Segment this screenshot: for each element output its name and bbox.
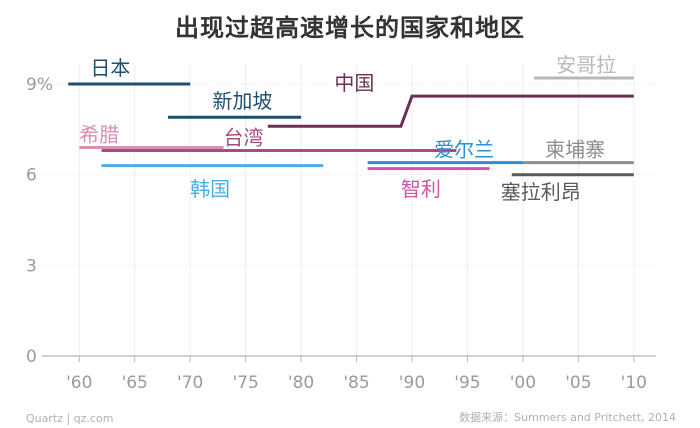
x-tick-label-7: '95 xyxy=(454,373,480,393)
series-label-2: 中国 xyxy=(334,71,374,95)
series-label-0: 日本 xyxy=(90,56,130,80)
series-label-5: 韩国 xyxy=(190,177,230,201)
grid xyxy=(42,64,656,356)
x-tick-label-3: '75 xyxy=(232,373,258,393)
series-line-2 xyxy=(267,94,634,128)
axes: '60 '65 '70 '75 '80 '85 '90 '95 '00 '05 '10 0 3 6 9% xyxy=(26,75,656,393)
series-label-4: 台湾 xyxy=(223,125,263,149)
x-tick-label-9: '05 xyxy=(565,373,591,393)
series-label-9: 柬埔寨 xyxy=(545,138,605,162)
x-tick-label-5: '85 xyxy=(343,373,369,393)
y-tick-label-2: 6 xyxy=(26,166,37,186)
series-label-10: 塞拉利昂 xyxy=(501,180,581,204)
x-tick-label-4: '80 xyxy=(288,373,314,393)
y-tick-label-0: 0 xyxy=(26,347,37,367)
series-label-6: 爱尔兰 xyxy=(434,138,494,162)
series-group xyxy=(68,76,634,177)
series-label-7: 智利 xyxy=(401,177,441,201)
source-text: 数据来源：Summers and Pritchett, 2014 xyxy=(459,411,676,424)
x-tick-label-0: '60 xyxy=(66,373,92,393)
x-tick-label-6: '90 xyxy=(399,373,425,393)
y-tick-label-1: 3 xyxy=(26,256,37,276)
x-tick-label-10: '10 xyxy=(621,373,647,393)
series-label-8: 安哥拉 xyxy=(556,53,616,77)
x-tick-label-1: '65 xyxy=(122,373,148,393)
x-tick-label-8: '00 xyxy=(510,373,536,393)
y-tick-label-3: 9% xyxy=(26,75,53,95)
x-tick-label-2: '70 xyxy=(177,373,203,393)
series-label-1: 新加坡 xyxy=(212,89,272,113)
chart-title: 出现过超高速增长的国家和地区 xyxy=(175,14,525,42)
series-label-3: 希腊 xyxy=(79,122,119,146)
credit-text: Quartz | qz.com xyxy=(26,412,114,425)
